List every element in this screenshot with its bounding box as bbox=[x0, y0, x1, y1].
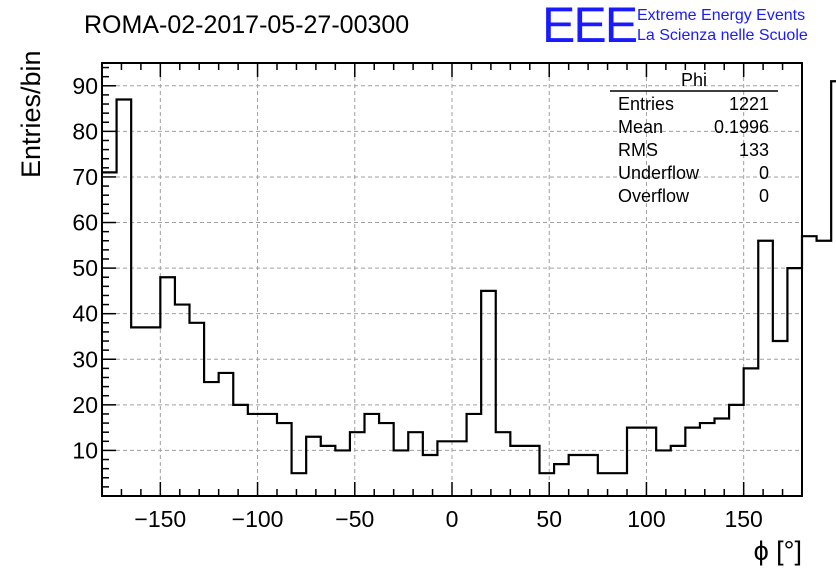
x-tick-label: −100 bbox=[232, 506, 284, 532]
y-tick-label: 80 bbox=[72, 118, 98, 144]
x-tick-label: 100 bbox=[627, 506, 665, 532]
eee-logo: EEE Extreme Energy Events La Scienza nel… bbox=[542, 0, 808, 53]
x-tick-label: −50 bbox=[335, 506, 374, 532]
x-tick-labels: −150 −100 −50 0 50 100 150 bbox=[134, 506, 762, 532]
stats-row-label: Entries bbox=[618, 94, 674, 114]
stats-title: Phi bbox=[681, 70, 707, 90]
x-tick-label: −150 bbox=[134, 506, 186, 532]
x-tick-label: 50 bbox=[536, 506, 562, 532]
stats-row-label: Mean bbox=[618, 117, 663, 137]
stats-row-value: 0 bbox=[759, 163, 769, 183]
y-tick-label: 40 bbox=[72, 301, 98, 327]
stats-row-value: 0 bbox=[759, 186, 769, 206]
y-tick-label: 60 bbox=[72, 210, 98, 236]
y-tick-label: 20 bbox=[72, 392, 98, 418]
logo-line-1: Extreme Energy Events bbox=[637, 7, 805, 24]
y-axis-label: Entries/bin bbox=[16, 50, 46, 178]
stats-row-label: Underflow bbox=[618, 163, 700, 183]
y-tick-labels: 10 20 30 40 50 60 70 80 90 bbox=[72, 73, 98, 464]
logo-line-2: La Scienza nelle Scuole bbox=[637, 27, 808, 44]
stats-row-value: 1221 bbox=[729, 94, 769, 114]
x-tick-label: 0 bbox=[446, 506, 459, 532]
y-tick-label: 90 bbox=[72, 73, 98, 99]
stats-box: Phi Entries 1221 Mean 0.1996 RMS 133 Underflow… bbox=[610, 70, 778, 206]
histogram-series bbox=[102, 80, 836, 475]
chart-title: ROMA-02-2017-05-27-00300 bbox=[84, 11, 409, 39]
stats-row-value: 133 bbox=[739, 140, 769, 160]
stats-row-label: Overflow bbox=[618, 186, 690, 206]
x-axis-label: ϕ [°] bbox=[754, 536, 802, 566]
y-tick-label: 10 bbox=[72, 437, 98, 463]
y-tick-label: 30 bbox=[72, 346, 98, 372]
y-tick-label: 70 bbox=[72, 164, 98, 190]
grid-lines bbox=[102, 63, 802, 496]
stats-row-value: 0.1996 bbox=[714, 117, 769, 137]
stats-rows: Entries 1221 Mean 0.1996 RMS 133 Underflow 0 Ove… bbox=[618, 94, 769, 206]
x-tick-label: 150 bbox=[724, 506, 762, 532]
stats-row-label: RMS bbox=[618, 140, 658, 160]
axis-ticks bbox=[101, 63, 803, 497]
y-tick-label: 50 bbox=[72, 255, 98, 281]
eee-logo-text: EEE bbox=[542, 0, 637, 53]
